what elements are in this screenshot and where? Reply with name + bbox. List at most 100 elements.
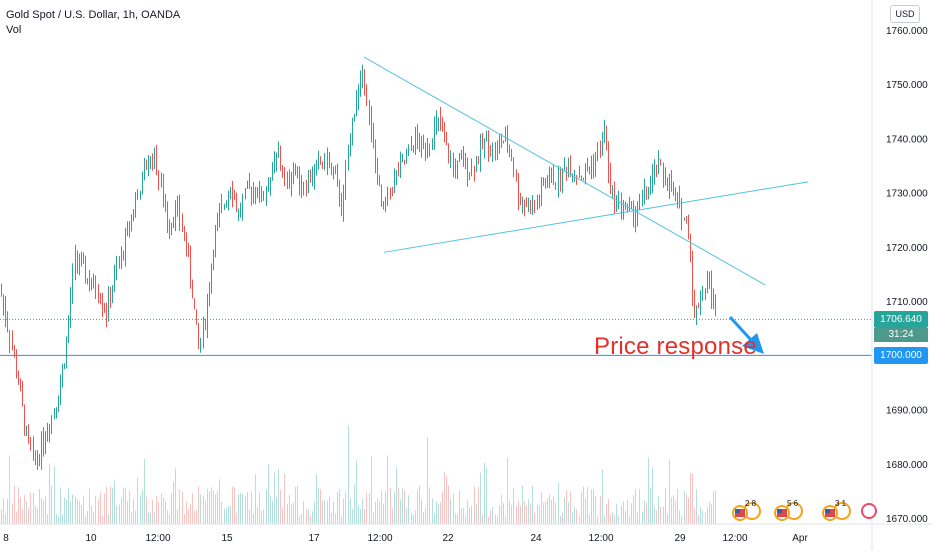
volume-bar	[18, 487, 19, 524]
volume-bar	[167, 510, 168, 524]
volume-bar	[587, 487, 588, 524]
volume-bar	[537, 504, 538, 524]
volume-bar	[551, 500, 552, 524]
annotation-text[interactable]: Price response	[594, 333, 757, 360]
volume-bar	[303, 501, 304, 524]
volume-bar	[270, 496, 271, 524]
volume-bar	[295, 486, 296, 524]
currency-button[interactable]: USD	[890, 5, 920, 23]
volume-bar	[673, 495, 674, 524]
volume-bar	[463, 507, 464, 524]
time-tick-label: 10	[85, 533, 97, 544]
volume-bar	[327, 500, 328, 524]
volume-bar	[83, 495, 84, 524]
volume-bar	[404, 490, 405, 524]
volume-bar	[671, 497, 672, 524]
volume-bar	[585, 498, 586, 524]
volume-bar	[516, 506, 517, 524]
volume-bar	[331, 512, 332, 524]
volume-bar	[205, 500, 206, 524]
volume-bar	[623, 501, 624, 524]
volume-bar	[637, 512, 638, 524]
volume-bar	[627, 500, 628, 524]
volume-bar	[234, 487, 235, 524]
volume-bar	[66, 499, 67, 524]
volume-bar	[54, 466, 55, 524]
volume-bar	[385, 491, 386, 524]
volume-bar	[203, 495, 204, 524]
volume-bar	[211, 487, 212, 524]
volume-bar	[131, 511, 132, 524]
volume-bar	[423, 511, 424, 524]
event-count: 5 6	[787, 499, 799, 508]
volume-bar	[562, 513, 563, 524]
volume-bar	[597, 516, 598, 524]
time-tick-label: 29	[674, 533, 686, 544]
volume-bar	[654, 507, 655, 524]
event-markers: 2 8 5 6 3 1	[732, 499, 877, 521]
volume-bar	[261, 511, 262, 524]
volume-bar	[238, 494, 239, 524]
volume-bar	[572, 512, 573, 524]
volume-bar	[444, 471, 445, 524]
volume-bar	[287, 503, 288, 524]
price-tick-label: 1710.000	[886, 297, 928, 308]
volume-bar	[72, 494, 73, 524]
volume-bar	[486, 467, 487, 524]
price-tick-label: 1730.000	[886, 189, 928, 200]
legend: Gold Spot / U.S. Dollar, 1h, OANDA Vol	[6, 8, 180, 38]
volume-bar	[505, 516, 506, 524]
volume-bar	[337, 491, 338, 524]
volume-bar	[100, 492, 101, 524]
volume-bar	[192, 493, 193, 524]
volume-bar	[22, 509, 23, 524]
price-tick-label: 1740.000	[886, 134, 928, 145]
volume-bar	[610, 514, 611, 524]
volume-bar	[631, 503, 632, 524]
volume-bar	[616, 503, 617, 524]
volume-bar	[322, 500, 323, 524]
volume-bar	[383, 503, 384, 524]
volume-bar	[499, 505, 500, 524]
volume-bar	[461, 508, 462, 524]
volume-bar	[688, 497, 689, 524]
volume-bar	[686, 494, 687, 524]
volume-bar	[511, 504, 512, 524]
volume-bar	[5, 514, 6, 524]
volume-bar	[503, 503, 504, 524]
volume-bar	[228, 505, 229, 524]
volume-bar	[49, 463, 50, 524]
volume-bar	[583, 486, 584, 524]
volume-bar	[532, 485, 533, 524]
time-tick-label: 12:00	[588, 533, 613, 544]
volume-indicator-label[interactable]: Vol	[6, 24, 22, 36]
volume-bar	[692, 473, 693, 524]
volume-bar	[51, 485, 52, 524]
volume-bar	[413, 514, 414, 524]
volume-bar	[299, 516, 300, 524]
volume-bar	[480, 472, 481, 524]
volume-bar	[478, 487, 479, 524]
volume-bar	[707, 507, 708, 524]
symbol-title[interactable]: Gold Spot / U.S. Dollar, 1h, OANDA	[6, 9, 181, 21]
volume-bar	[694, 507, 695, 524]
volume-bar	[345, 492, 346, 524]
volume-bar	[618, 515, 619, 524]
volume-bar	[417, 490, 418, 524]
time-tick-label: 8	[3, 533, 9, 544]
volume-bar	[715, 490, 716, 524]
volume-bar	[415, 510, 416, 524]
volume-bar	[33, 493, 34, 524]
volume-bar	[488, 516, 489, 524]
volume-bar	[106, 486, 107, 524]
volume-bar	[453, 493, 454, 524]
volume-bar	[152, 499, 153, 524]
volume-bar	[98, 499, 99, 524]
volume-bar	[570, 491, 571, 524]
volume-bar	[266, 489, 267, 524]
time-tick-label: 12:00	[367, 533, 392, 544]
volume-bar	[375, 502, 376, 524]
volume-bar	[448, 485, 449, 524]
